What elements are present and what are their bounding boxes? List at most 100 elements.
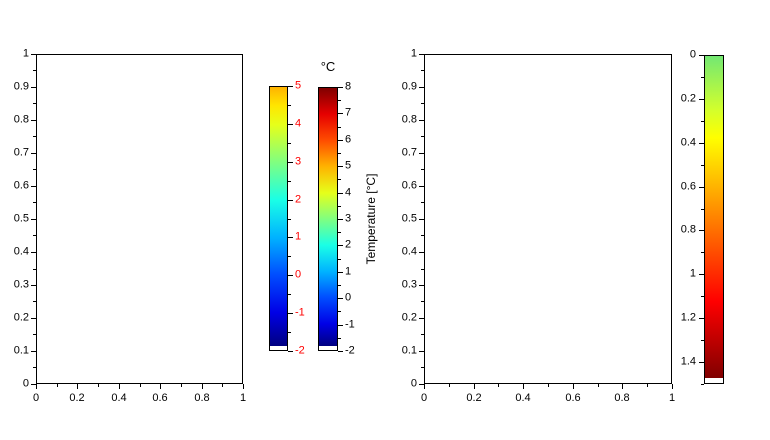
colorbar-tick [338,219,343,220]
colorbar-minor-tick [701,165,704,166]
y-tick-label: 0.1 [401,344,417,357]
y-tick [419,186,424,187]
axes-left [36,54,243,384]
colorbar-minor-tick [338,206,341,207]
colorbar-tick [338,245,343,246]
x-minor-tick [222,384,223,387]
colorbar-minor-tick [701,209,704,210]
colorbar-minor-tick [288,256,291,257]
x-tick-label: 0 [420,392,428,404]
colorbar-tick [288,162,293,163]
colorbar-title: °C [320,59,336,74]
colorbar-axis-label: Temperature [°C] [364,173,378,265]
colorbar-tick-label: -2 [295,344,305,357]
y-tick [31,318,36,319]
colorbar-minor-tick [288,143,291,144]
x-tick [160,384,161,389]
colorbar-tick-label: 4 [295,117,302,130]
colorbar-minor-tick [701,77,704,78]
colorbar-tick [338,193,343,194]
colorbar-minor-tick [338,153,341,154]
colorbar-tick [288,124,293,125]
y-tick-label: 0.5 [401,212,417,225]
y-tick-label: 0.4 [13,245,29,258]
colorbar-tick [338,298,343,299]
colorbar-tick-label: 6 [345,133,352,146]
colorbar-tick [288,313,293,314]
colorbar-minor-tick [288,105,291,106]
colorbar-tick-label: 0 [345,291,352,304]
y-tick-label: 0.6 [401,179,417,192]
colorbar-tick-label: 5 [295,79,302,92]
y-tick [31,54,36,55]
x-tick [672,384,673,389]
colorbar-red-labels [269,86,288,351]
colorbar-tick-label: 0 [295,268,302,281]
colorbar-tick-label: 0.6 [680,180,696,193]
x-minor-tick [140,384,141,387]
y-tick-label: 0.4 [401,245,417,258]
colorbar-tick [699,230,704,231]
colorbar-tick-label: 3 [345,212,352,225]
y-minor-tick [33,202,36,203]
colorbar-tick-label: -1 [295,306,305,319]
y-tick [31,186,36,187]
y-tick [419,54,424,55]
colorbar-minor-tick [701,121,704,122]
colorbar-tick-label: 0 [689,48,696,61]
y-tick [31,252,36,253]
x-tick-label: 0.6 [152,392,168,404]
x-tick [622,384,623,389]
colorbar-tick [338,325,343,326]
colorbar-tick [699,143,704,144]
colorbar-minor-tick [338,232,341,233]
y-tick-label: 0.3 [13,278,29,291]
colorbar-minor-tick [338,100,341,101]
colorbar-tick-label: 7 [345,106,352,119]
y-tick-label: 0.2 [13,311,29,324]
y-minor-tick [421,269,424,270]
y-tick-label: 0.7 [401,146,417,159]
y-minor-tick [33,70,36,71]
colorbar-tick [699,187,704,188]
y-tick-label: 0.2 [401,311,417,324]
x-tick [523,384,524,389]
y-tick [419,87,424,88]
colorbar-tick-label: 1 [345,265,352,278]
y-tick-label: 0.9 [401,80,417,93]
colorbar-tick [288,200,293,201]
y-tick [31,285,36,286]
axes-right [424,54,672,384]
colorbar-tick-label: 1 [689,267,696,280]
y-minor-tick [33,103,36,104]
x-tick [424,384,425,389]
y-tick [419,351,424,352]
colorbar-minor-tick [288,181,291,182]
y-tick-label: 0.3 [401,278,417,291]
x-tick [474,384,475,389]
x-tick [202,384,203,389]
colorbar-minor-tick [701,340,704,341]
colorbar-tick-label: 2 [295,193,302,206]
y-tick [419,153,424,154]
y-tick [419,219,424,220]
x-tick [36,384,37,389]
y-minor-tick [421,334,424,335]
x-minor-tick [98,384,99,387]
colorbar-tick [338,166,343,167]
x-tick-label: 0.2 [466,392,482,404]
y-tick-label: 0.5 [13,212,29,225]
x-tick-label: 0.6 [565,392,581,404]
colorbar-tick-label: 5 [345,159,352,172]
y-tick-label: 0 [22,377,29,390]
colorbar-minor-tick [338,285,341,286]
y-minor-tick [33,169,36,170]
colorbar-tick-label: 2 [345,238,352,251]
x-tick-label: 0.4 [111,392,127,404]
colorbar-tick [699,274,704,275]
colorbar-tick [288,275,293,276]
colorbar-tick [288,237,293,238]
y-tick [419,285,424,286]
colorbar-minor-tick [701,296,704,297]
